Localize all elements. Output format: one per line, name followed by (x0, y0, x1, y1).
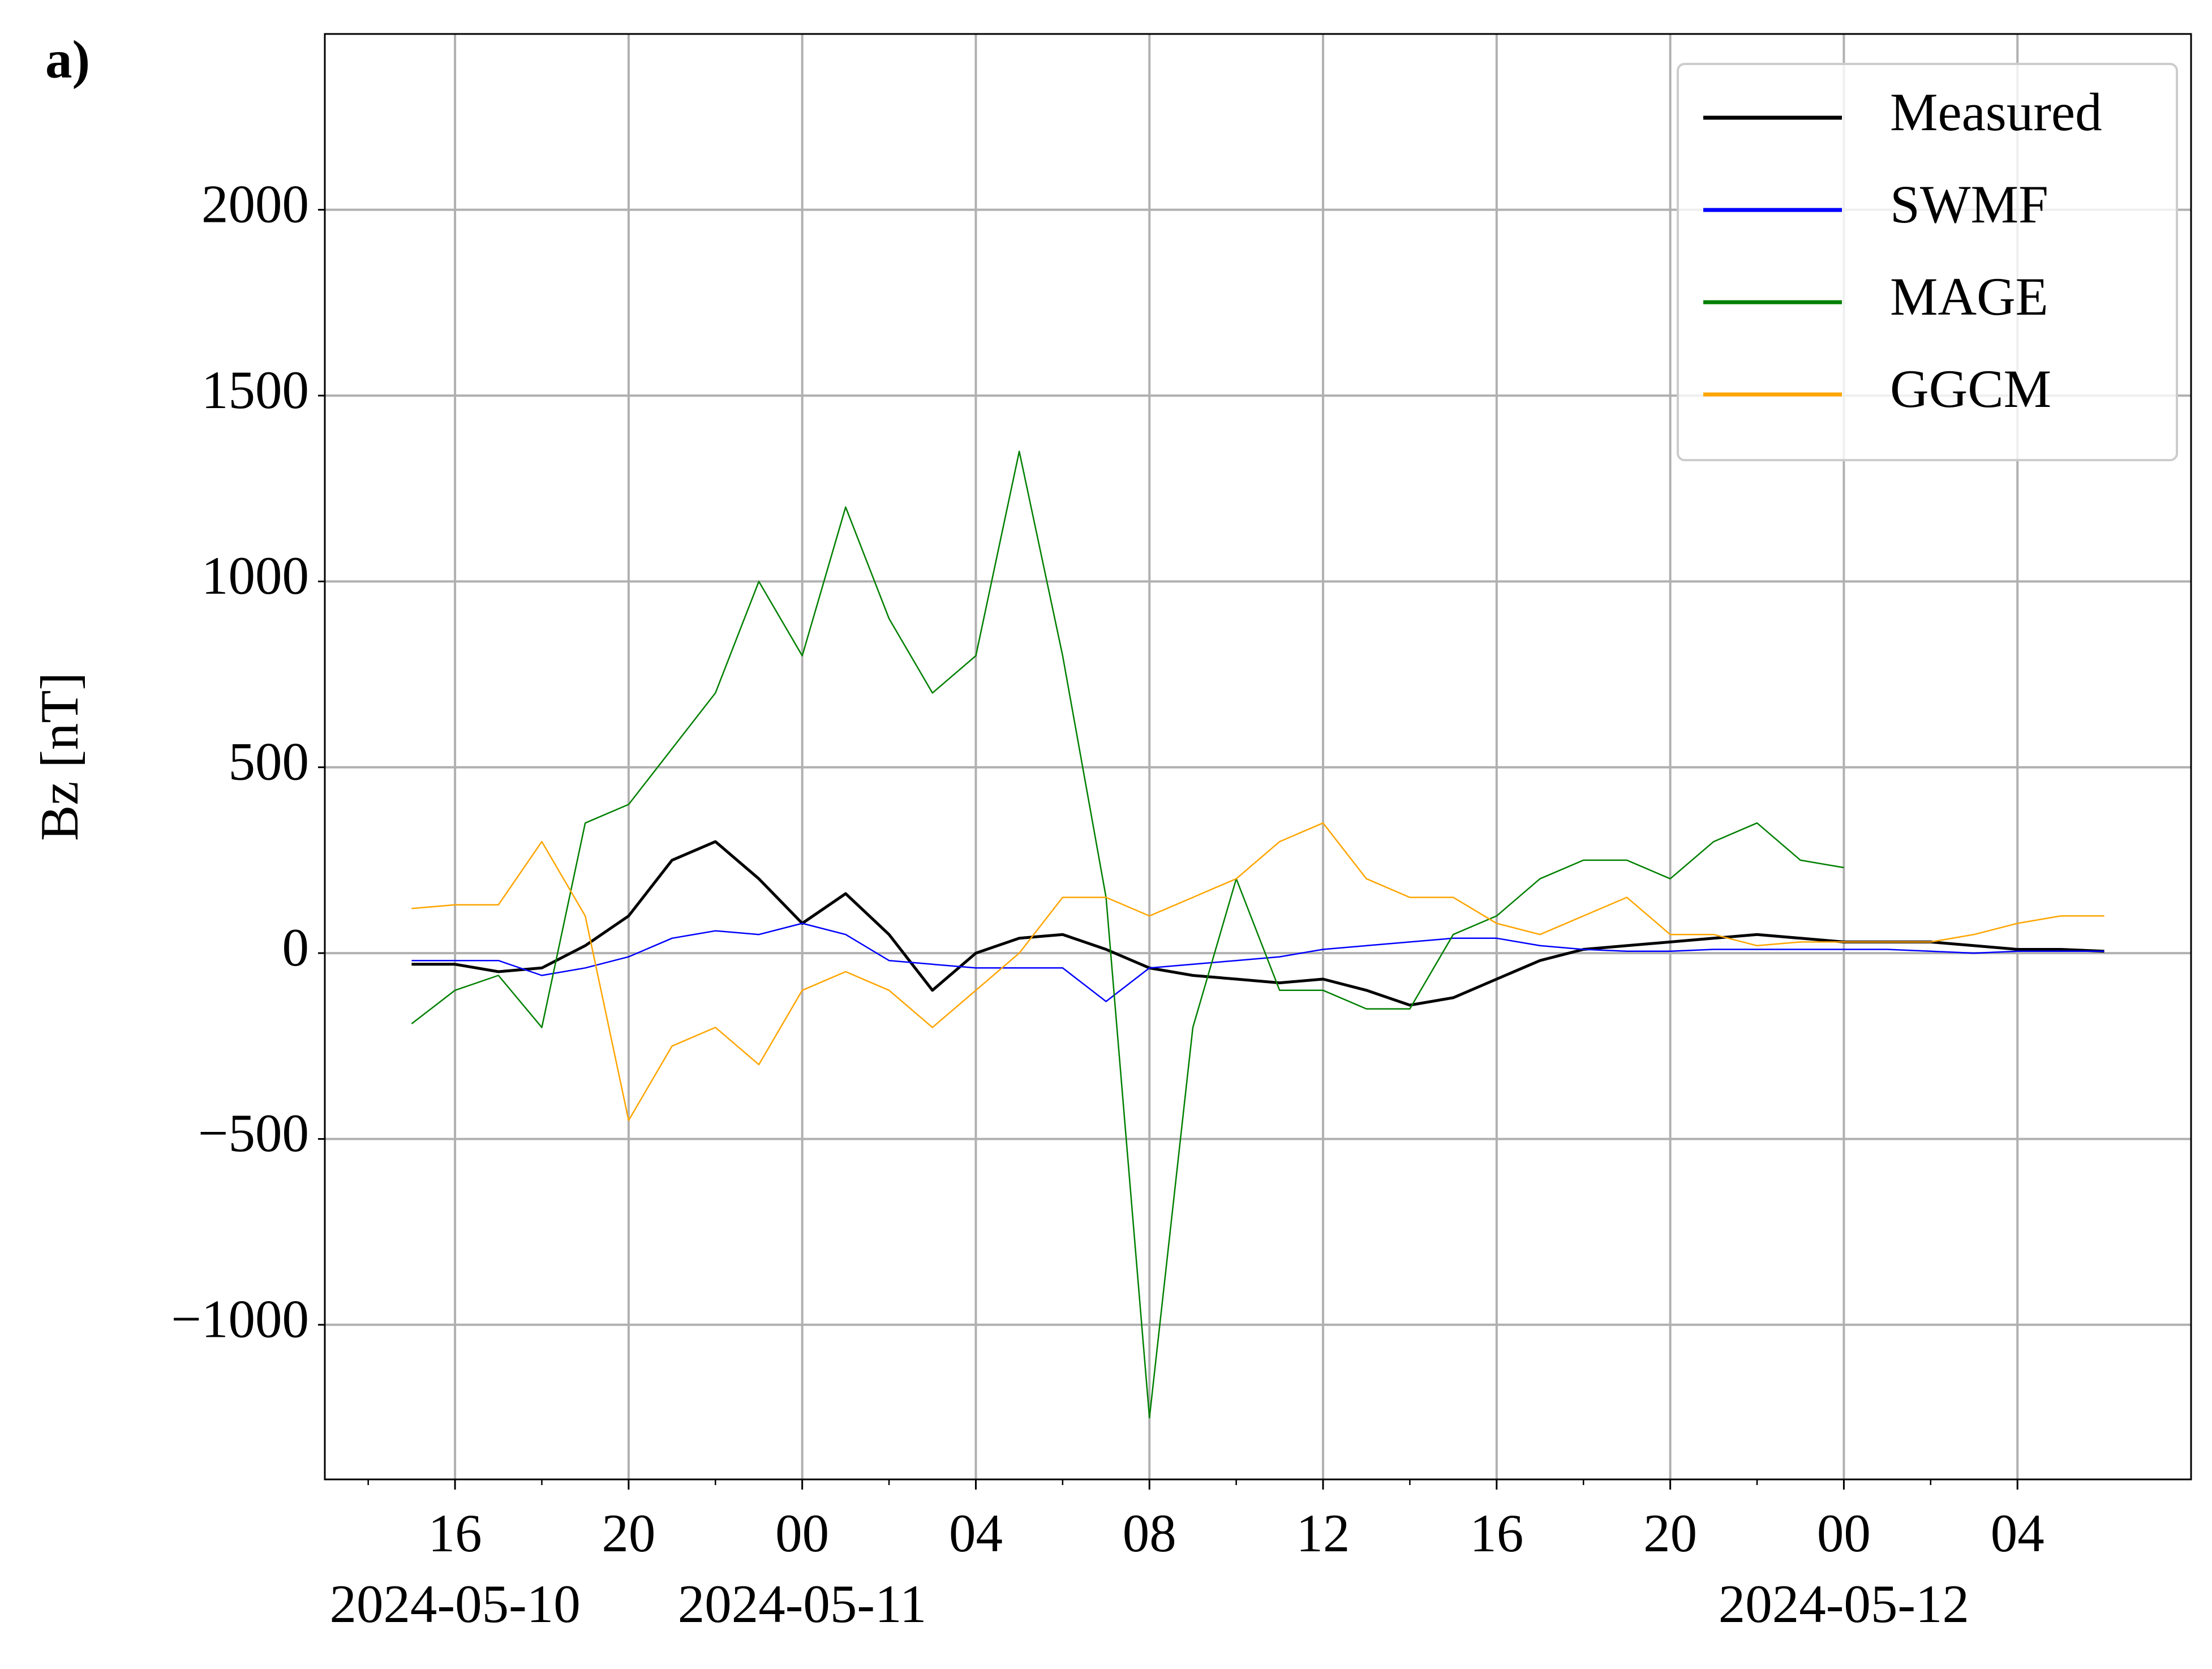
series-line (411, 840, 2104, 1007)
y-tick-label: −1000 (171, 1289, 309, 1349)
x-date-label: 2024-05-11 (678, 1574, 927, 1634)
x-tick-label: 00 (1817, 1503, 1871, 1563)
y-tick-label: 0 (282, 917, 310, 977)
y-tick-label: 2000 (201, 174, 309, 234)
x-tick-label: 20 (1643, 1503, 1697, 1563)
series-line (411, 450, 1844, 1419)
y-tick-label: 500 (229, 732, 310, 792)
x-date-label: 2024-05-10 (329, 1574, 580, 1634)
x-tick-label: 00 (775, 1503, 829, 1563)
x-tick-label: 12 (1296, 1503, 1350, 1563)
x-tick-label: 16 (1470, 1503, 1523, 1563)
y-tick-label: −500 (198, 1103, 309, 1163)
x-tick-label: 08 (1123, 1503, 1176, 1563)
x-date-label: 2024-05-12 (1719, 1574, 1969, 1634)
x-tick-label: 04 (1991, 1503, 2045, 1563)
legend-box (1677, 63, 2178, 461)
y-tick-label: 1500 (201, 360, 309, 420)
series-line (411, 923, 2104, 1002)
x-tick-label: 04 (949, 1503, 1003, 1563)
panel-label: a) (45, 29, 90, 89)
y-tick-label: 1000 (201, 546, 309, 606)
legend-label: MAGE (1890, 267, 2048, 327)
legend-label: Measured (1890, 82, 2102, 142)
y-axis-label: Bz [nT] (29, 672, 89, 841)
legend-label: GGCM (1890, 359, 2051, 419)
legend-label: SWMF (1890, 174, 2048, 234)
x-tick-label: 20 (602, 1503, 655, 1563)
x-tick-label: 16 (428, 1503, 482, 1563)
series-line (411, 822, 2104, 1121)
plot-frame (324, 33, 2192, 1481)
